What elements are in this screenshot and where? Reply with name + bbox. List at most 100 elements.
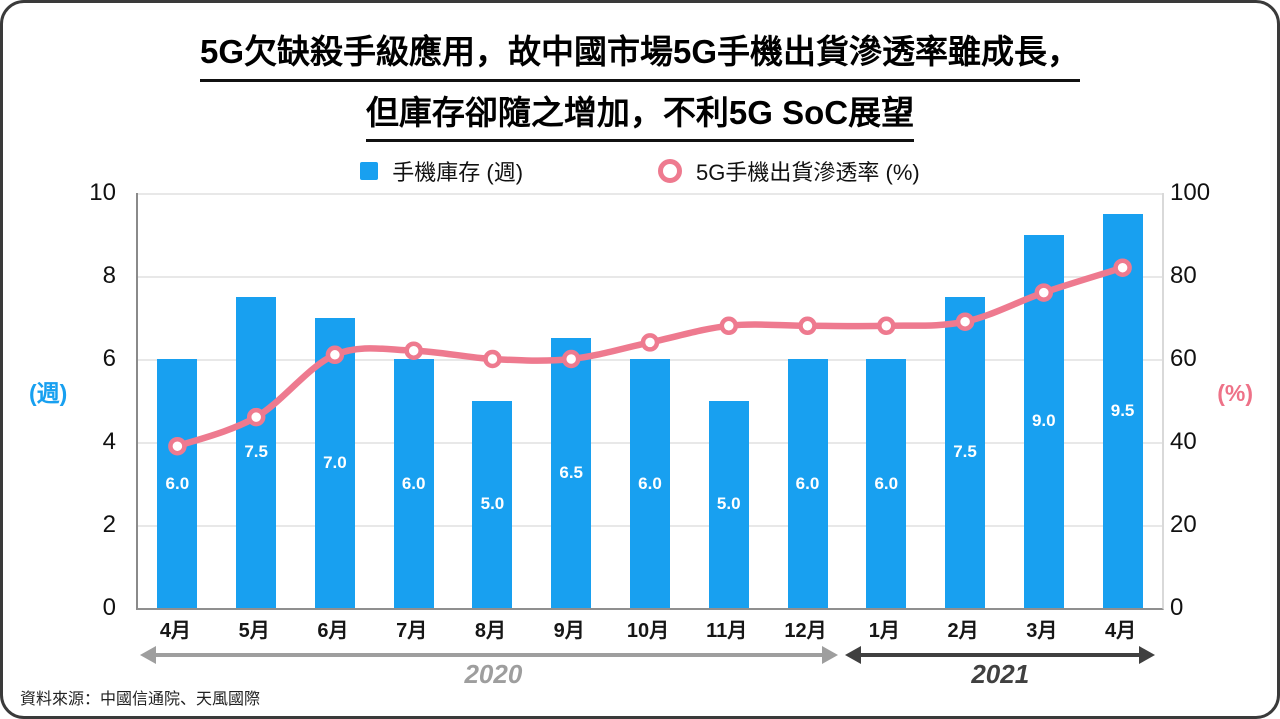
timeline-arrow-2021 bbox=[844, 646, 1155, 664]
legend-label-inventory: 手機庫存 (週) bbox=[392, 160, 524, 185]
y-axis-right-tick: 100 bbox=[1170, 179, 1211, 206]
bar-slot: 6.0 bbox=[768, 193, 847, 608]
bar-slot: 6.5 bbox=[532, 193, 611, 608]
bar: 6.0 bbox=[866, 359, 907, 608]
timeline-year-labels: 2020 2021 bbox=[136, 659, 1160, 693]
x-axis-tick: 1月 bbox=[868, 620, 900, 642]
line-marker bbox=[798, 316, 817, 336]
x-axis-tick: 9月 bbox=[553, 620, 585, 642]
line-marker bbox=[1034, 283, 1054, 302]
y-axis-left-tick: 4 bbox=[102, 428, 116, 455]
bar: 6.0 bbox=[787, 359, 828, 608]
bar-series: 6.0 7.5 7.0 6.0 5.0 6.5 6.0 5.0 6.0 6.0 7.5 9.0 9.5 bbox=[138, 193, 1162, 608]
bar: 5.0 bbox=[472, 400, 513, 608]
x-axis-tick: 4月 bbox=[159, 620, 191, 642]
bar-value-label: 9.5 bbox=[1110, 400, 1135, 420]
line-marker bbox=[168, 436, 187, 456]
bar: 6.5 bbox=[551, 338, 592, 608]
gridline bbox=[138, 193, 1162, 195]
bar-value-label: 6.5 bbox=[559, 463, 584, 483]
line-marker bbox=[561, 349, 581, 369]
y-axis-left-tick: 0 bbox=[102, 594, 116, 621]
bar-slot: 6.0 bbox=[611, 193, 690, 608]
timeline-arrows bbox=[136, 646, 1160, 664]
legend: 手機庫存 (週) 5G手機出貨滲透率 (%) bbox=[3, 155, 1277, 187]
x-axis-tick: 3月 bbox=[1026, 620, 1058, 642]
y-axis-left: 0 2 4 6 8 10 bbox=[3, 179, 124, 621]
x-axis-tick: 8月 bbox=[474, 620, 506, 642]
bar: 9.5 bbox=[1102, 213, 1143, 608]
bar-slot: 5.0 bbox=[689, 193, 768, 608]
line-marker bbox=[955, 312, 975, 331]
x-axis: 4月 5月 6月 7月 8月 9月 10月 11月 12月 1月 2月 3月 4月 bbox=[136, 614, 1160, 643]
y-axis-right-tick: 60 bbox=[1170, 345, 1197, 372]
bar-value-label: 7.5 bbox=[953, 442, 977, 462]
x-axis-tick: 4月 bbox=[1105, 620, 1137, 642]
bar: 5.0 bbox=[708, 400, 749, 608]
line-series-marker-icon bbox=[658, 159, 683, 183]
line-marker bbox=[483, 349, 502, 369]
y-axis-left-tick: 10 bbox=[89, 179, 116, 206]
chart-title-line2: 但庫存卻隨之增加，不利5G SoC展望 bbox=[365, 88, 915, 142]
y-axis-left-tick: 2 bbox=[102, 511, 116, 538]
line-marker bbox=[246, 407, 266, 427]
bar-value-label: 7.0 bbox=[323, 452, 347, 472]
x-axis-tick: 12月 bbox=[784, 620, 827, 642]
x-axis-tick: 10月 bbox=[626, 620, 670, 642]
y-axis-left-tick: 6 bbox=[102, 345, 116, 372]
year-label-2020: 2020 bbox=[464, 659, 523, 689]
legend-item-inventory: 手機庫存 (週) bbox=[360, 155, 523, 187]
bar-slot: 6.0 bbox=[374, 193, 453, 608]
y-axis-right-tick: 20 bbox=[1170, 511, 1197, 538]
y-axis-right-tick: 40 bbox=[1170, 428, 1197, 455]
bar-slot: 5.0 bbox=[453, 193, 532, 608]
y-axis-right-tick: 80 bbox=[1170, 262, 1197, 289]
bar-slot: 6.0 bbox=[138, 193, 217, 608]
bar-value-label: 7.5 bbox=[244, 442, 268, 462]
chart-title: 5G欠缺殺手級應用，故中國市場5G手機出貨滲透率雖成長， 但庫存卻隨之增加，不利… bbox=[3, 27, 1277, 142]
bar: 7.5 bbox=[945, 296, 986, 608]
y-axis-right-tick: 0 bbox=[1170, 594, 1184, 621]
x-axis-tick: 5月 bbox=[238, 620, 270, 642]
bar-value-label: 6.0 bbox=[401, 473, 426, 493]
chart-title-line1: 5G欠缺殺手級應用，故中國市場5G手機出貨滲透率雖成長， bbox=[199, 27, 1081, 82]
y-axis-left-tick: 8 bbox=[102, 262, 116, 289]
bar-value-label: 6.0 bbox=[165, 473, 190, 493]
x-axis-tick: 2月 bbox=[947, 620, 979, 642]
bar-slot: 9.5 bbox=[1083, 193, 1162, 608]
plot-area: 6.0 7.5 7.0 6.0 5.0 6.5 6.0 5.0 6.0 6.0 7.5 9.0 9.5 bbox=[136, 193, 1164, 610]
bar-value-label: 5.0 bbox=[716, 494, 741, 514]
bar-slot: 7.0 bbox=[296, 193, 375, 608]
legend-item-penetration: 5G手機出貨滲透率 (%) bbox=[658, 155, 920, 187]
x-axis-tick: 11月 bbox=[706, 620, 748, 642]
bar-slot: 7.5 bbox=[217, 193, 296, 608]
bar: 7.5 bbox=[236, 296, 277, 608]
bar-slot: 6.0 bbox=[847, 193, 926, 608]
bar-value-label: 6.0 bbox=[795, 473, 820, 493]
source-text: 資料來源：中國信通院、天風國際 bbox=[20, 691, 261, 708]
bar-value-label: 6.0 bbox=[638, 473, 662, 493]
y-axis-right-title: (%) bbox=[1217, 380, 1253, 406]
timeline-arrow-2020 bbox=[140, 646, 838, 664]
bar-value-label: 5.0 bbox=[480, 494, 505, 514]
bar: 7.0 bbox=[314, 317, 355, 608]
penetration-line bbox=[174, 264, 1126, 450]
bar-value-label: 9.0 bbox=[1031, 411, 1056, 431]
line-marker bbox=[1113, 258, 1132, 277]
line-series bbox=[168, 258, 1132, 456]
line-marker bbox=[877, 316, 896, 336]
bar: 6.0 bbox=[393, 359, 434, 608]
line-marker bbox=[640, 333, 660, 352]
bar: 6.0 bbox=[157, 359, 198, 608]
bar-series-swatch-icon bbox=[360, 162, 379, 180]
line-marker bbox=[325, 345, 345, 365]
bar-value-label: 6.0 bbox=[874, 473, 899, 493]
gridline bbox=[138, 276, 1162, 278]
x-axis-tick: 7月 bbox=[396, 620, 428, 642]
legend-label-penetration: 5G手機出貨滲透率 (%) bbox=[696, 160, 920, 185]
bar-slot: 7.5 bbox=[926, 193, 1005, 608]
line-marker bbox=[719, 316, 739, 336]
year-label-2021: 2021 bbox=[971, 659, 1030, 689]
y-axis-right: 0 20 40 60 80 100 bbox=[1160, 179, 1270, 621]
